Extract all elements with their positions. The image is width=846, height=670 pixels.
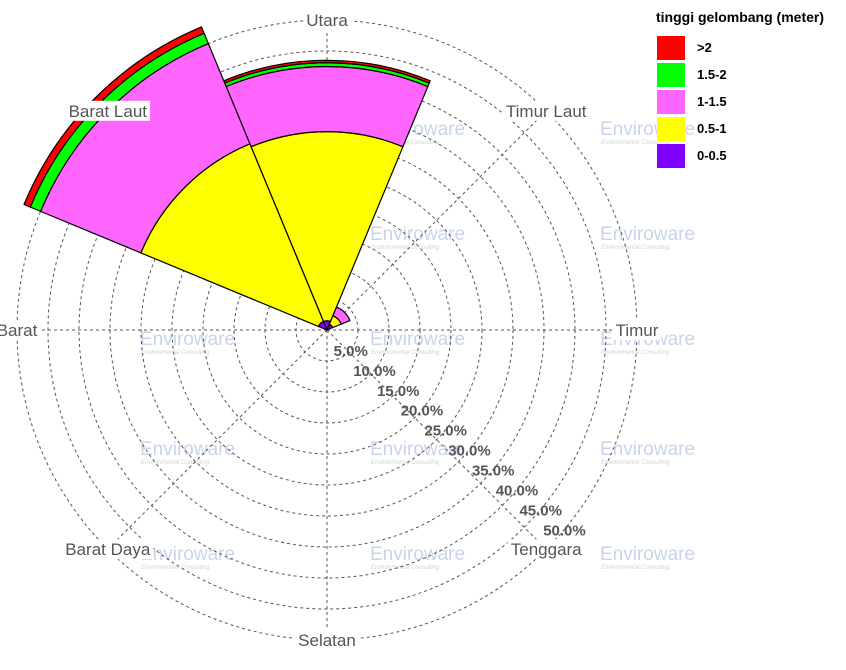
ring-label: 25.0%: [424, 423, 467, 440]
legend-label: 1-1.5: [697, 94, 727, 109]
legend-label: 0-0.5: [697, 148, 727, 163]
watermark-subtext: Environmental Consulting: [601, 245, 670, 251]
ring-label: 5.0%: [334, 343, 368, 360]
direction-label-selatan: Selatan: [298, 631, 356, 650]
legend-swatch: [657, 144, 685, 168]
grid-spoke: [107, 329, 328, 550]
watermark-text: Enviroware: [370, 224, 465, 245]
ring-label: 20.0%: [401, 403, 444, 420]
direction-label-bg: [612, 320, 662, 340]
legend-label: 1.5-2: [697, 67, 727, 82]
grid-spoke: [326, 110, 547, 331]
watermark-text: Enviroware: [600, 224, 695, 245]
watermark-text: Enviroware: [370, 544, 465, 565]
watermark-subtext: Environmental Consulting: [601, 140, 670, 146]
ring-label-layer: 5.0% 10.0% 15.0% 20.0% 25.0% 30.0% 35.0% 40.0% 4…: [334, 343, 586, 539]
watermark-text: Enviroware: [370, 439, 465, 460]
direction-label-layer: Utara Timur Laut Timur Tenggara Selatan Barat…: [0, 10, 662, 650]
watermark-subtext: Environmental Consulting: [371, 350, 440, 356]
legend-title: tinggi gelombang (meter): [656, 9, 824, 25]
grid-spoke: [326, 329, 547, 550]
watermark-subtext: Environmental Consulting: [371, 460, 440, 466]
direction-label-barat: Barat: [0, 321, 38, 340]
sector-barat-laut-band--2: [23, 26, 205, 208]
watermark-subtext: Environmental Consulting: [141, 460, 210, 466]
direction-label-bg: [65, 100, 151, 121]
watermark-subtext: Environmental Consulting: [601, 350, 670, 356]
watermark-subtext: Environmental Consulting: [371, 565, 440, 571]
watermark-text: Enviroware: [370, 329, 465, 350]
watermark-text: Enviroware: [140, 544, 235, 565]
direction-label-bg: [507, 539, 585, 560]
grid-ring: [171, 174, 483, 486]
legend-swatch: [657, 63, 685, 87]
direction-label-barat-laut: Barat Laut: [69, 102, 148, 121]
direction-label-bg: [62, 539, 154, 560]
watermark-subtext: Environmental Consulting: [141, 350, 210, 356]
watermark-text: Enviroware: [140, 439, 235, 460]
ring-label: 10.0%: [353, 363, 396, 380]
sector-layer: [23, 26, 431, 331]
watermark-text: Enviroware: [140, 329, 235, 350]
direction-label-barat-daya: Barat Daya: [65, 540, 151, 559]
legend-swatch: [657, 36, 685, 60]
watermark-subtext: Environmental Consulting: [601, 565, 670, 571]
direction-label-bg: [0, 320, 41, 340]
ring-label: 45.0%: [519, 502, 562, 519]
ring-label: 35.0%: [472, 462, 515, 479]
direction-label-tenggara: Tenggara: [511, 540, 582, 559]
legend-swatch: [657, 90, 685, 114]
legend-swatch: [657, 117, 685, 141]
direction-label-timur: Timur: [616, 321, 659, 340]
sector-utara-band--2: [223, 59, 431, 84]
legend: tinggi gelombang (meter) >2 1.5-2 1-1.5 0.5…: [656, 9, 824, 168]
legend-label: 0.5-1: [697, 121, 727, 136]
watermark-subtext: Environmental Consulting: [601, 460, 670, 466]
direction-label-bg: [502, 100, 590, 121]
watermark-text: Enviroware: [600, 544, 695, 565]
ring-label: 50.0%: [543, 522, 586, 539]
direction-label-bg: [295, 630, 359, 650]
watermark-subtext: Environmental Consulting: [371, 140, 440, 146]
watermark-text: Enviroware: [600, 439, 695, 460]
ring-label: 40.0%: [496, 482, 539, 499]
sector-timur-laut-band-1-1-5: [332, 306, 351, 325]
direction-label-bg: [303, 10, 351, 30]
watermark-subtext: Environmental Consulting: [141, 565, 210, 571]
watermark-subtext: Environmental Consulting: [371, 245, 440, 251]
legend-label: >2: [697, 40, 712, 55]
ring-label: 15.0%: [377, 383, 420, 400]
direction-label-timur-laut: Timur Laut: [506, 102, 587, 121]
direction-label-utara: Utara: [306, 11, 348, 30]
ring-label: 30.0%: [448, 443, 491, 460]
